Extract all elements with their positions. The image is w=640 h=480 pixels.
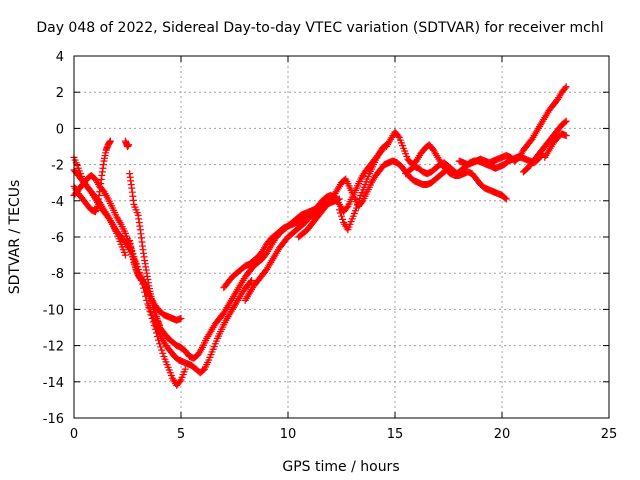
y-tick-label: -14	[43, 376, 64, 391]
y-tick-label: -2	[51, 159, 64, 174]
data-point	[176, 377, 184, 385]
series-arc-r	[541, 130, 570, 161]
chart-title: Day 048 of 2022, Sidereal Day-to-day VTE…	[36, 20, 603, 36]
series-arc-e	[121, 137, 133, 150]
x-tick-label: 20	[494, 427, 511, 442]
data-point	[343, 204, 351, 212]
data-point	[336, 209, 344, 217]
data-point	[502, 195, 510, 203]
series-arc-b	[70, 171, 185, 324]
data-point	[145, 302, 153, 310]
data-point	[157, 343, 165, 351]
y-tick-label: -8	[51, 267, 64, 282]
x-tick-label: 10	[280, 427, 297, 442]
y-tick-label: -12	[43, 340, 64, 355]
series-layer	[70, 83, 570, 389]
series-arc-g	[126, 237, 153, 299]
data-point	[248, 276, 256, 284]
data-point	[145, 291, 153, 299]
data-point	[121, 251, 129, 259]
series-arc-c	[70, 137, 114, 216]
data-point	[158, 346, 166, 354]
y-tick-label: -16	[43, 412, 64, 427]
x-axis-label: GPS time / hours	[282, 459, 399, 475]
series-arc-q	[519, 117, 570, 176]
data-point	[356, 195, 364, 203]
data-point	[147, 308, 155, 316]
series-arc-f	[126, 170, 164, 330]
data-point	[394, 132, 402, 140]
x-tick-label: 15	[387, 427, 404, 442]
plot-frame	[73, 55, 610, 419]
data-point	[561, 84, 569, 92]
data-point	[159, 349, 167, 357]
x-tick-label: 0	[70, 427, 78, 442]
data-point	[146, 305, 154, 313]
y-tick-label: -10	[43, 303, 64, 318]
data-point	[339, 215, 347, 223]
y-tick-label: 2	[56, 86, 64, 101]
data-point	[125, 141, 133, 149]
data-point	[355, 198, 363, 206]
data-point	[338, 212, 345, 220]
y-axis-label: SDTVAR / TECUs	[7, 180, 23, 295]
data-point	[501, 194, 509, 202]
data-point	[562, 132, 570, 140]
data-point	[181, 365, 189, 373]
grid-layer	[74, 56, 609, 418]
data-point	[148, 311, 156, 319]
series-arc-m	[335, 141, 390, 234]
series-arc-h	[145, 276, 256, 377]
data-point	[177, 314, 185, 322]
data-point	[247, 278, 255, 286]
data-point	[352, 204, 360, 212]
data-point	[106, 137, 114, 145]
data-point	[562, 83, 570, 91]
data-point	[354, 201, 362, 209]
x-tick-label: 5	[177, 427, 185, 442]
series-arc-p	[455, 83, 570, 169]
y-tick-label: 0	[56, 122, 64, 137]
x-tick-label: 25	[601, 427, 618, 442]
y-tick-label: 4	[56, 50, 64, 65]
data-point	[561, 118, 569, 126]
y-tick-label: -4	[51, 195, 64, 210]
data-point	[335, 206, 343, 214]
y-tick-label: -6	[51, 231, 64, 246]
series-arc-d	[70, 166, 129, 259]
data-point	[562, 117, 570, 125]
series-arc-j	[220, 197, 335, 292]
